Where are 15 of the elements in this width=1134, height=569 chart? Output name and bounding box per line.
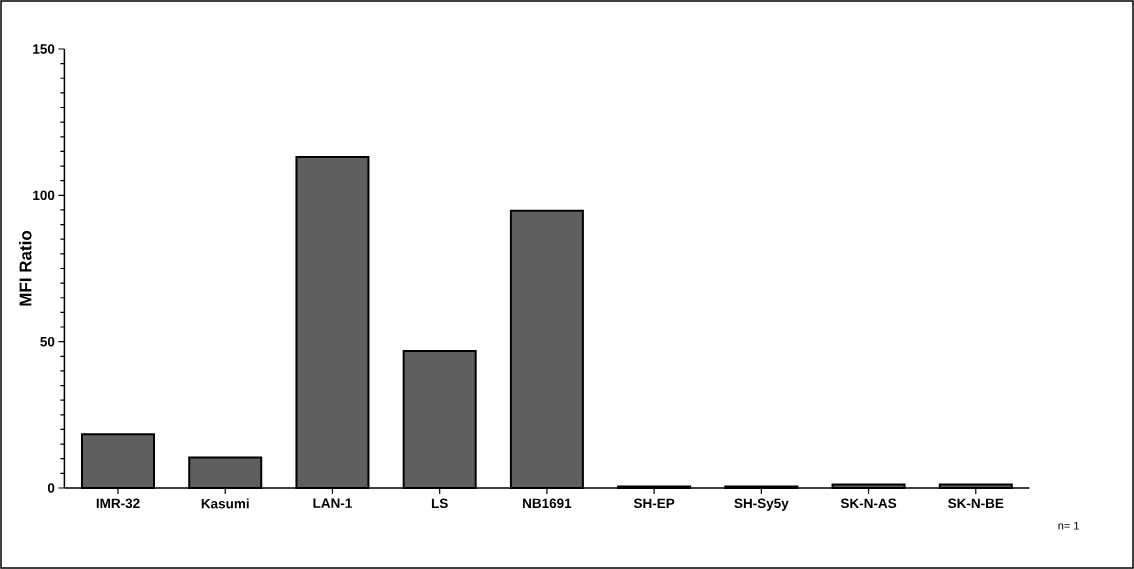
- y-axis-title: MFI Ratio: [19, 230, 32, 306]
- x-tick-label: SK-N-BE: [948, 498, 1004, 509]
- x-tick-label: Kasumi: [201, 498, 249, 509]
- x-tick-label: SH-EP: [633, 498, 675, 509]
- y-tick-label: 150: [33, 44, 55, 54]
- x-tick-label: SK-N-AS: [840, 498, 897, 509]
- x-tick-label: IMR-32: [96, 498, 140, 509]
- x-tick-label: LS: [431, 498, 448, 509]
- x-tick-label: NB1691: [523, 498, 572, 509]
- y-tick-label: 100: [33, 190, 55, 201]
- y-tick-label: 0: [47, 483, 55, 493]
- y-tick-label: 50: [40, 336, 55, 347]
- text: n= 1: [1058, 521, 1079, 530]
- x-tick-label: SH-Sy5y: [734, 498, 789, 511]
- x-tick-label: LAN-1: [313, 498, 352, 508]
